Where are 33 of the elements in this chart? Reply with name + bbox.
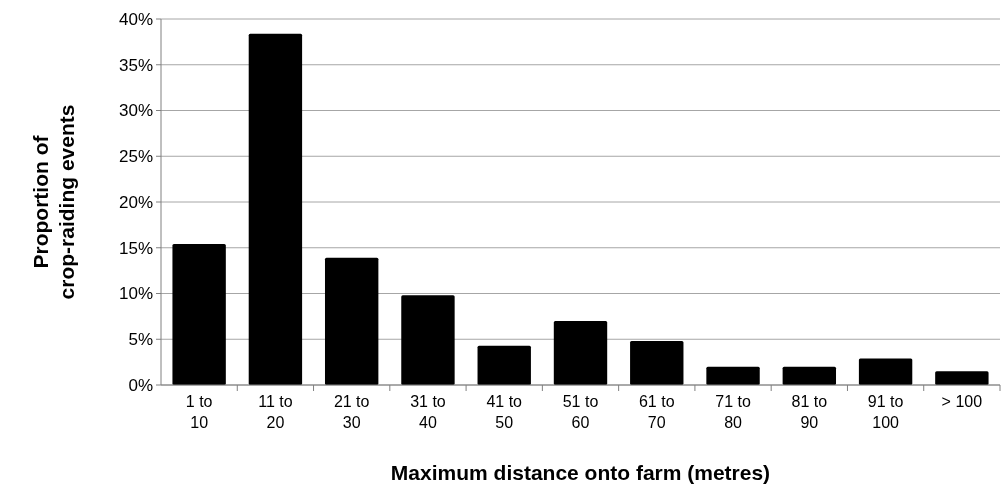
x-tick-label: 91 to 100 bbox=[867, 393, 904, 431]
y-tick-label: 30% bbox=[118, 101, 153, 121]
bar bbox=[630, 341, 684, 385]
bar bbox=[324, 257, 379, 385]
bar bbox=[477, 345, 531, 385]
bar bbox=[172, 244, 226, 385]
x-tick-label: 41 to 50 bbox=[486, 393, 523, 431]
y-tick-label: 25% bbox=[118, 147, 153, 167]
x-tick-label: 11 to 20 bbox=[258, 393, 293, 431]
x-tick-label: 61 to 70 bbox=[638, 393, 675, 431]
bar bbox=[935, 371, 989, 385]
x-tick-label: 71 to 80 bbox=[715, 393, 751, 431]
y-tick-label: 10% bbox=[118, 284, 153, 304]
bar bbox=[401, 295, 455, 385]
y-tick-label: 20% bbox=[118, 192, 153, 212]
bar bbox=[248, 33, 303, 385]
y-axis-title: Proportion of crop-raiding events bbox=[29, 104, 78, 300]
x-tick-label: > 100 bbox=[941, 393, 983, 410]
bar bbox=[858, 358, 913, 385]
x-axis-title: Maximum distance onto farm (metres) bbox=[390, 461, 771, 484]
y-tick-label: 5% bbox=[128, 330, 153, 350]
y-tick-label: 15% bbox=[118, 238, 153, 258]
bar bbox=[706, 366, 760, 385]
x-tick-label: 51 to 60 bbox=[562, 393, 599, 431]
bar bbox=[553, 320, 608, 385]
y-tick-label: 35% bbox=[118, 55, 153, 75]
x-tick-label: 1 to 10 bbox=[185, 393, 213, 431]
x-tick-label: 31 to 40 bbox=[410, 393, 446, 431]
y-tick-label: 0% bbox=[128, 375, 153, 395]
bar bbox=[782, 366, 837, 385]
y-tick-label: 40% bbox=[118, 9, 153, 29]
x-tick-label: 81 to 90 bbox=[791, 393, 828, 431]
x-tick-label: 21 to 30 bbox=[333, 393, 370, 431]
